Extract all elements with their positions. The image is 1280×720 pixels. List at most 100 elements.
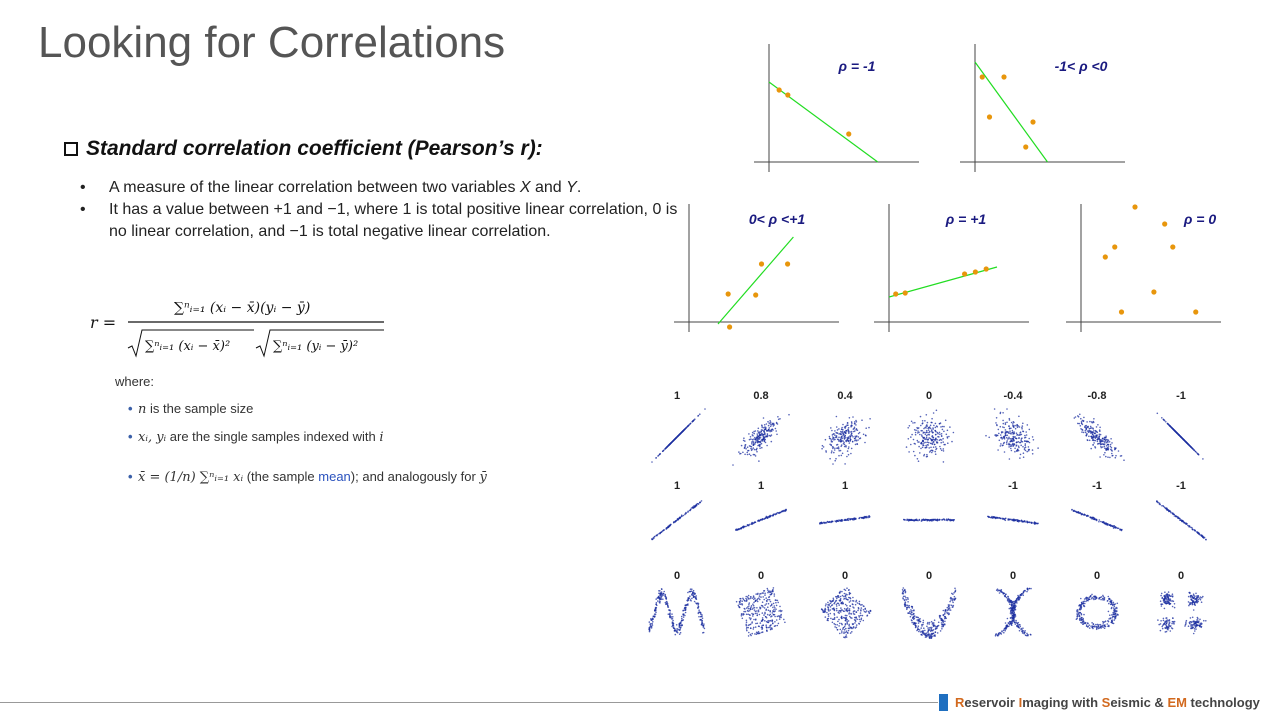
scatter-dot — [785, 508, 787, 511]
scatter-dot — [757, 427, 760, 430]
scatter-dot — [758, 597, 760, 599]
scatter-dot — [678, 516, 681, 519]
scatter-dot — [1196, 599, 1198, 601]
scatter-dot — [1037, 447, 1039, 449]
scatter-dot — [1000, 443, 1002, 445]
scatter-dot — [1199, 598, 1202, 601]
scatter-dot — [1007, 438, 1009, 440]
scatter-dot — [839, 632, 841, 635]
scatter-dot — [1018, 623, 1021, 626]
correlation-label: 0 — [842, 570, 848, 582]
scatter-dot — [834, 601, 836, 604]
scatter-dot — [985, 434, 987, 437]
scatter-dot — [742, 613, 744, 615]
scatter-dot — [750, 605, 753, 607]
scatter-dot — [913, 429, 916, 431]
scatter-dot — [912, 616, 914, 619]
scatter-dot — [1098, 623, 1100, 626]
scatter-dot — [771, 620, 773, 622]
scatter-dot — [927, 621, 929, 624]
scatter-dot — [1170, 595, 1173, 597]
scatter-dot — [855, 611, 858, 613]
scatter-dot — [765, 423, 768, 425]
scatter-dot — [671, 441, 673, 443]
scatter-dot — [933, 443, 936, 446]
scatter-dot — [747, 626, 749, 629]
scatter-panel: -0.4 — [985, 390, 1039, 460]
scatter-dot — [912, 422, 914, 424]
scatter-dot — [687, 424, 690, 427]
scatter-dot — [858, 622, 860, 625]
scatter-dot — [773, 593, 776, 595]
scatter-dot — [852, 436, 854, 438]
scatter-dot — [832, 446, 835, 448]
scatter-dot — [751, 597, 753, 599]
scatter-dot — [1025, 634, 1028, 637]
scatter-dot — [753, 618, 755, 621]
scatter-dot — [921, 420, 924, 422]
scatter-dot — [769, 593, 772, 596]
scatter-dot — [1190, 621, 1192, 623]
scatter-dot — [920, 633, 923, 636]
scatter-dot — [1008, 446, 1010, 448]
scatter-dot — [752, 435, 754, 437]
scatter-dot — [784, 621, 786, 624]
scatter-dot — [1088, 598, 1091, 601]
scatter-dot — [918, 618, 921, 621]
scatter-dot — [847, 429, 850, 431]
scatter-dot — [845, 429, 848, 432]
scatter-dot — [833, 612, 835, 615]
scatter-dot — [1074, 416, 1077, 418]
formula-denominator-b: ∑ⁿᵢ₌₁ (yᵢ − ȳ)² — [273, 339, 358, 354]
scatter-dot — [753, 606, 756, 609]
scatter-dot — [753, 430, 755, 433]
scatter-dot — [822, 446, 825, 448]
scatter-dot — [845, 627, 847, 630]
scatter-dot — [1169, 511, 1172, 513]
correlation-label: 0 — [758, 570, 764, 582]
scatter-dot — [1103, 522, 1105, 524]
scatter-dot — [1002, 442, 1005, 445]
scatter-dot — [772, 613, 775, 616]
scatter-dot — [930, 442, 932, 445]
scatter-dot — [932, 431, 934, 434]
scatter-dot — [1183, 439, 1185, 441]
scatter-dot — [1086, 421, 1088, 423]
scatter-dot — [824, 438, 827, 441]
scatter-dot — [747, 449, 749, 452]
scatter-dot — [1107, 523, 1109, 525]
scatter-dot — [931, 421, 933, 424]
scatter-dot — [848, 601, 851, 603]
scatter-panel: -0.8 — [1073, 390, 1125, 461]
scatter-dot — [999, 434, 1002, 436]
scatter-dot — [772, 602, 775, 605]
scatter-dot — [848, 596, 850, 599]
scatter-dot — [1201, 534, 1203, 537]
scatter-panel: 1 — [651, 390, 706, 463]
mean-link[interactable]: mean — [318, 469, 351, 484]
scatter-dot — [1008, 425, 1010, 427]
scatter-dot — [755, 448, 757, 451]
data-point — [962, 271, 968, 277]
scatter-dot — [868, 515, 870, 517]
scatter-dot — [1077, 415, 1079, 417]
scatter-dot — [693, 600, 696, 603]
scatter-dot — [1092, 431, 1094, 434]
scatter-dot — [648, 630, 651, 633]
scatter-dot — [916, 458, 919, 460]
scatter-dot — [1191, 526, 1193, 529]
scatter-dot — [830, 440, 833, 443]
scatter-panel: 0 — [994, 570, 1032, 637]
rho-label: ρ = 0 — [1183, 211, 1216, 227]
scatter-dot — [1103, 596, 1106, 599]
scatter-dot — [678, 633, 681, 635]
scatter-dot — [1093, 598, 1095, 601]
scatter-dot — [1032, 522, 1035, 524]
scatter-dot — [847, 629, 850, 632]
scatter-dot — [1169, 425, 1172, 428]
scatter-dot — [1009, 617, 1012, 619]
scatter-dot — [833, 622, 835, 625]
scatter-dot — [935, 425, 938, 427]
scatter-dot — [1014, 601, 1017, 603]
scatter-dot — [844, 617, 847, 620]
